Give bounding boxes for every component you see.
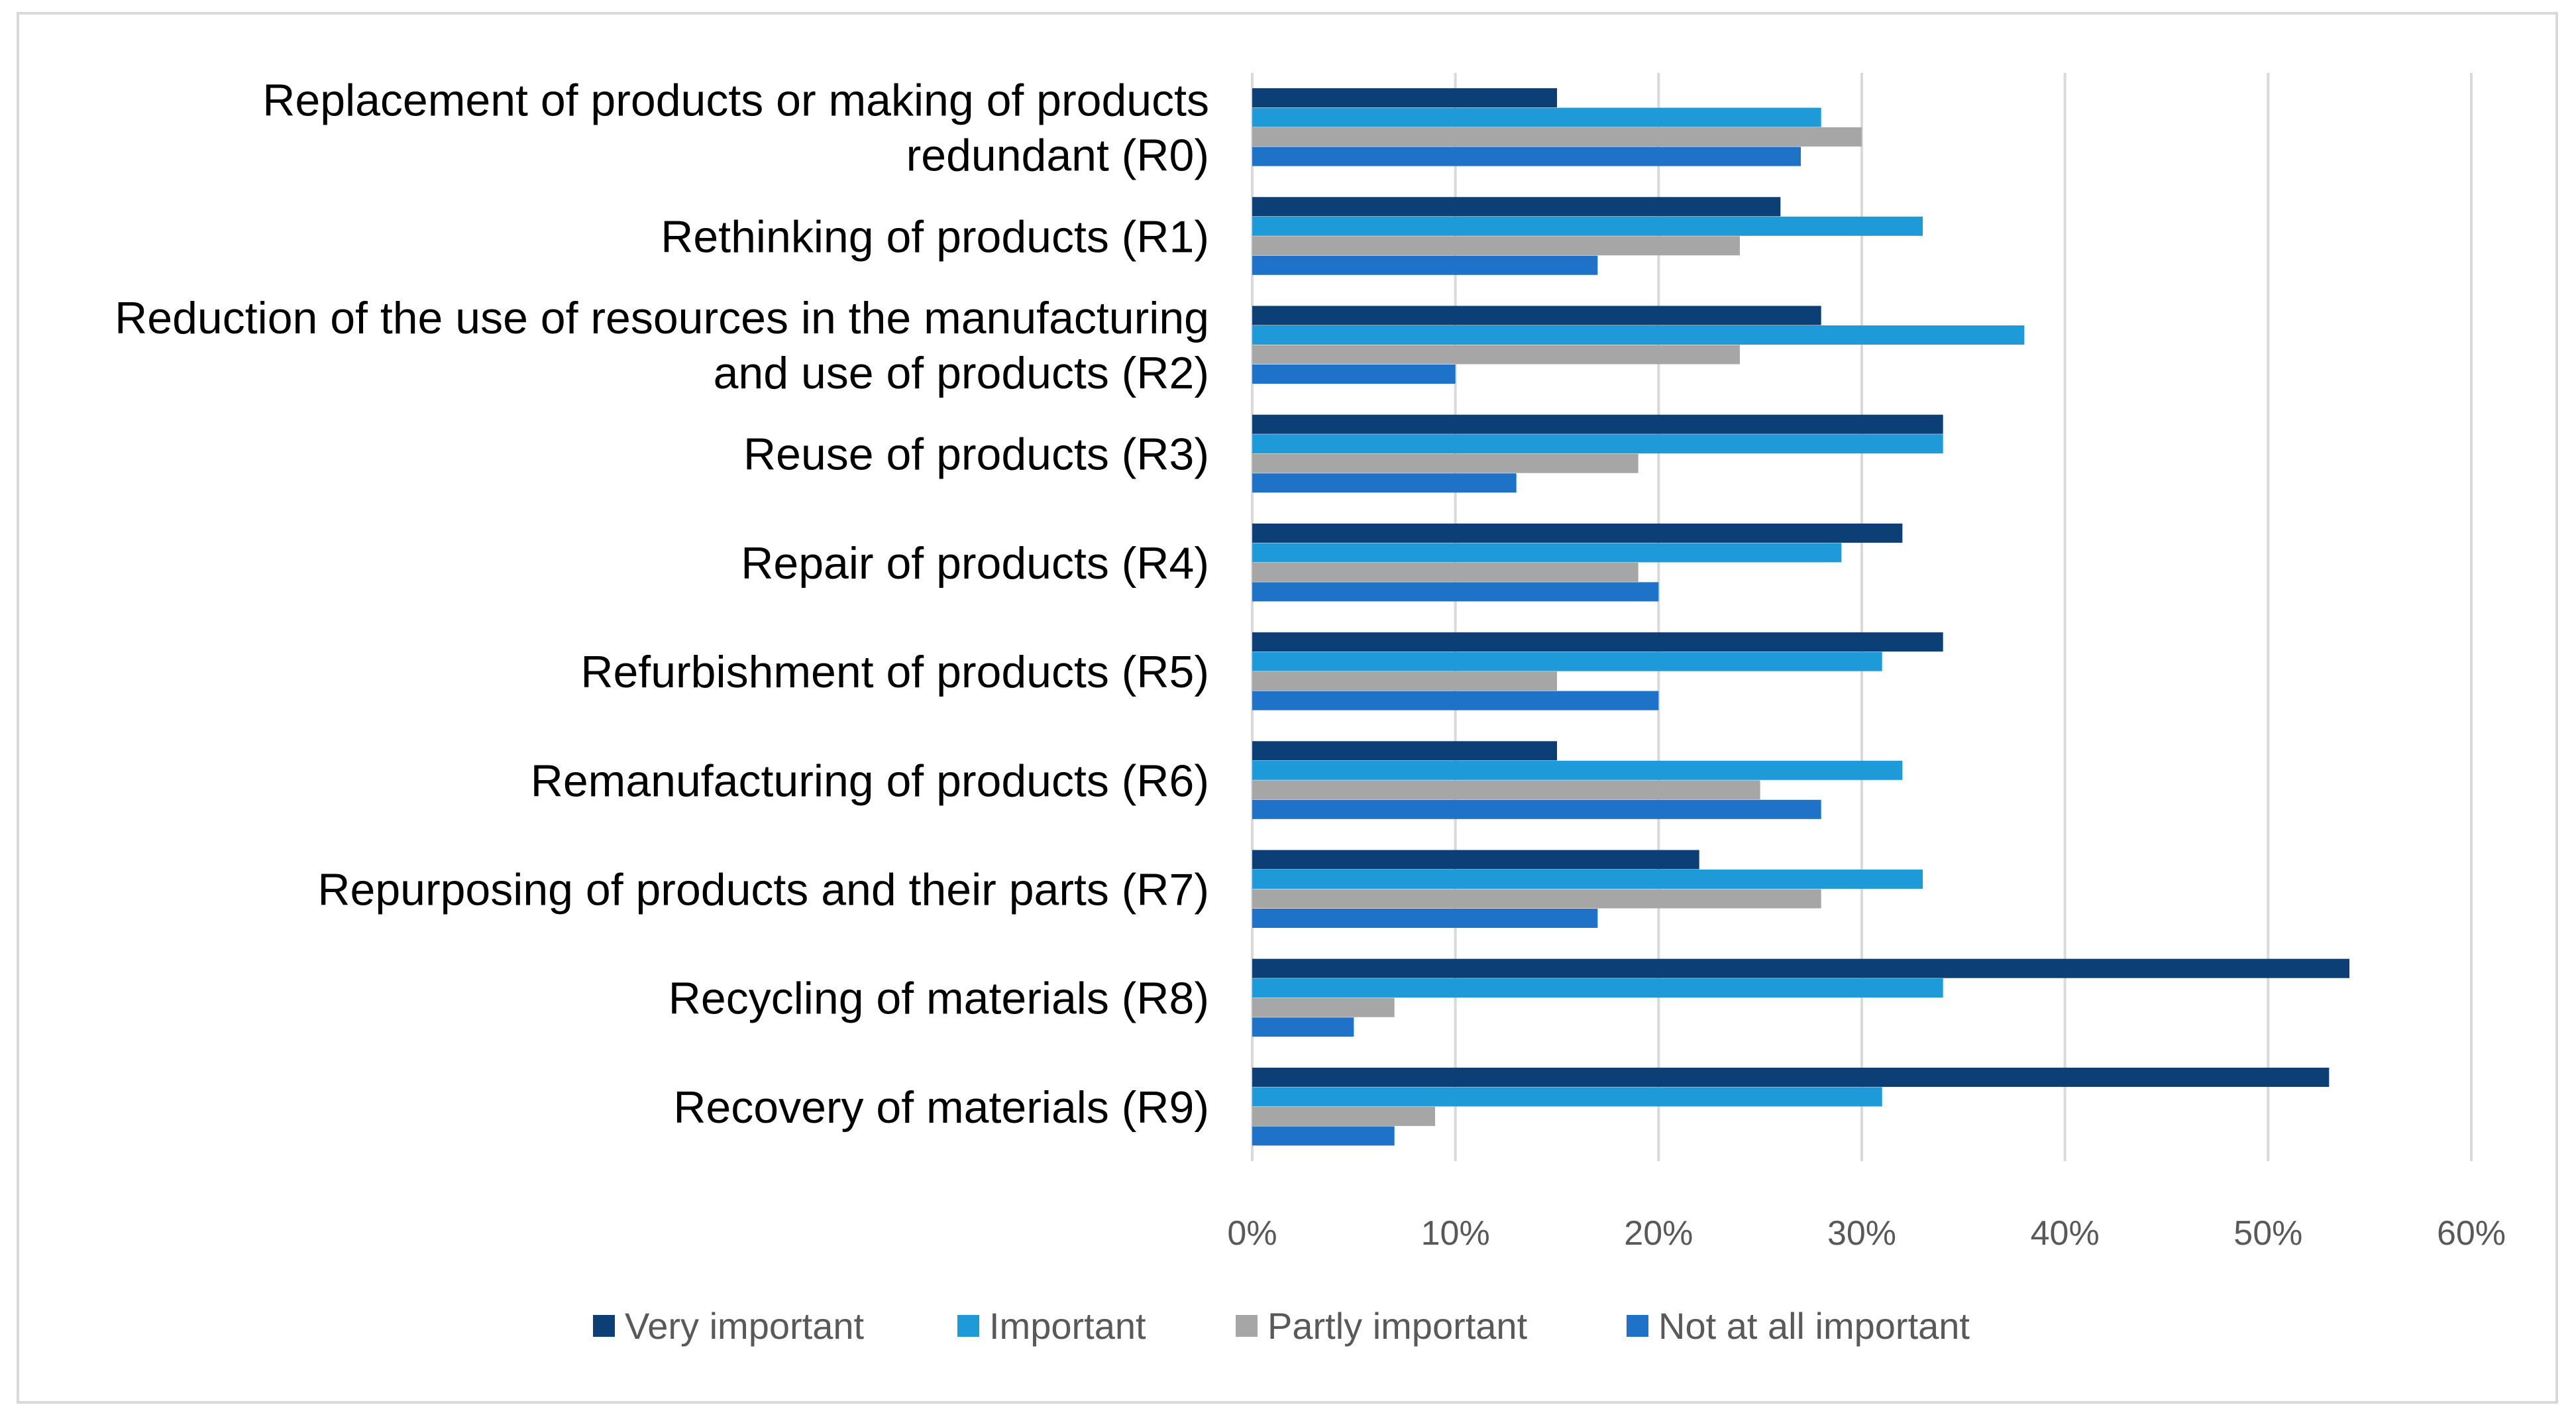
legend-swatch bbox=[957, 1315, 979, 1337]
bar bbox=[1252, 632, 1943, 652]
x-axis-ticks: 0% 10% 20% 30% 40% 50% 60% bbox=[1227, 1214, 2506, 1253]
category-labels: Replacement of products or making of pro… bbox=[115, 76, 1209, 1133]
legend-swatch bbox=[593, 1315, 615, 1337]
bar bbox=[1252, 1017, 1354, 1037]
category-label: Rethinking of products (R1) bbox=[661, 211, 1209, 262]
category-label: Reduction of the use of resources in the… bbox=[115, 293, 1209, 343]
bar bbox=[1252, 671, 1557, 691]
legend-label: Not at all important bbox=[1658, 1305, 1970, 1347]
bar bbox=[1252, 434, 1943, 454]
bar bbox=[1252, 978, 1943, 998]
bar bbox=[1252, 562, 1638, 582]
bar bbox=[1252, 523, 1903, 543]
legend-label: Important bbox=[989, 1305, 1146, 1347]
bar bbox=[1252, 799, 1821, 819]
category-label: redundant (R0) bbox=[906, 131, 1209, 181]
bar bbox=[1252, 997, 1395, 1017]
category-label: Replacement of products or making of pro… bbox=[262, 76, 1209, 126]
bars bbox=[1252, 88, 2349, 1146]
legend-label: Very important bbox=[625, 1305, 864, 1347]
x-tick-label: 0% bbox=[1227, 1214, 1277, 1253]
bar bbox=[1252, 691, 1659, 710]
bar bbox=[1252, 88, 1557, 108]
bar bbox=[1252, 1067, 2330, 1087]
bar bbox=[1252, 197, 1781, 217]
bar bbox=[1252, 1106, 1435, 1126]
bar bbox=[1252, 146, 1801, 166]
bar bbox=[1252, 345, 1740, 365]
bar bbox=[1252, 909, 1598, 928]
legend: Very important Important Partly important N… bbox=[593, 1305, 1970, 1347]
category-label: Repair of products (R4) bbox=[741, 538, 1209, 589]
bar bbox=[1252, 414, 1943, 434]
bar bbox=[1252, 236, 1740, 256]
bar bbox=[1252, 889, 1821, 909]
bar bbox=[1252, 850, 1699, 870]
x-tick-label: 60% bbox=[2437, 1214, 2506, 1253]
x-tick-label: 20% bbox=[1624, 1214, 1693, 1253]
bar bbox=[1252, 741, 1557, 761]
category-label: Repurposing of products and their parts … bbox=[317, 865, 1209, 915]
bar bbox=[1252, 652, 1882, 671]
bar bbox=[1252, 473, 1517, 493]
category-label: and use of products (R2) bbox=[714, 348, 1209, 398]
x-tick-label: 50% bbox=[2233, 1214, 2302, 1253]
bar bbox=[1252, 255, 1598, 275]
bar bbox=[1252, 870, 1923, 889]
bar bbox=[1252, 365, 1456, 384]
bar bbox=[1252, 1087, 1882, 1107]
bar bbox=[1252, 958, 2349, 978]
category-label: Recycling of materials (R8) bbox=[669, 974, 1209, 1024]
category-label: Remanufacturing of products (R6) bbox=[531, 756, 1209, 806]
bar bbox=[1252, 1126, 1395, 1146]
bar bbox=[1252, 582, 1659, 602]
bar bbox=[1252, 325, 2025, 345]
x-tick-label: 30% bbox=[1827, 1214, 1896, 1253]
legend-label: Partly important bbox=[1267, 1305, 1528, 1347]
legend-swatch bbox=[1236, 1315, 1258, 1337]
bar bbox=[1252, 216, 1923, 236]
x-tick-label: 40% bbox=[2031, 1214, 2100, 1253]
bar bbox=[1252, 306, 1821, 325]
category-label: Refurbishment of products (R5) bbox=[580, 647, 1209, 697]
bar bbox=[1252, 543, 1842, 563]
legend-swatch bbox=[1627, 1315, 1648, 1337]
bar bbox=[1252, 760, 1903, 780]
bar bbox=[1252, 127, 1862, 147]
x-tick-label: 10% bbox=[1421, 1214, 1490, 1253]
category-label: Reuse of products (R3) bbox=[743, 429, 1209, 480]
bar bbox=[1252, 453, 1638, 473]
bar bbox=[1252, 780, 1760, 800]
category-label: Recovery of materials (R9) bbox=[673, 1082, 1209, 1133]
bar bbox=[1252, 107, 1821, 127]
